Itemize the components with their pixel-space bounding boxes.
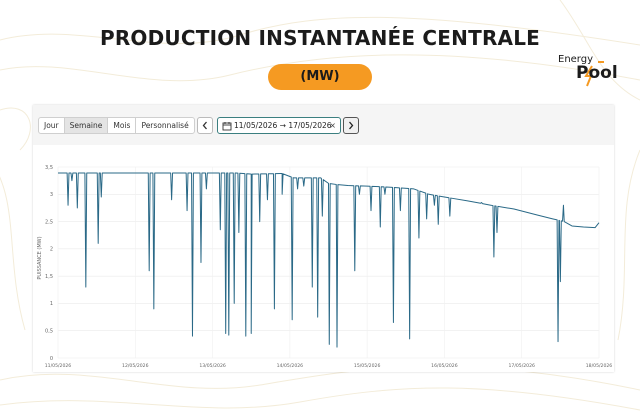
chart-toolbar: Jour Semaine Mois Personnalisé 11/05/202…: [33, 105, 614, 145]
next-period-button[interactable]: [343, 117, 359, 134]
period-day-button[interactable]: Jour: [38, 117, 65, 134]
chevron-right-icon: [349, 121, 354, 130]
y-tick-label: 2: [50, 247, 53, 253]
period-month-button[interactable]: Mois: [107, 117, 137, 134]
close-icon[interactable]: ×: [329, 121, 336, 130]
energypool-logo: Energy Pool: [552, 52, 622, 92]
date-end: 17/05/2026: [288, 121, 332, 130]
y-tick-label: 0: [50, 356, 53, 362]
period-week-button[interactable]: Semaine: [63, 117, 109, 134]
date-start: 11/05/2026: [234, 121, 278, 130]
logo-mark-icon: [584, 61, 604, 87]
date-range-text: 11/05/2026 → 17/05/2026: [234, 118, 332, 133]
x-tick-label: 17/05/2026: [508, 363, 535, 369]
previous-period-button[interactable]: [197, 117, 213, 134]
unit-badge: (MW): [268, 64, 372, 90]
period-custom-button[interactable]: Personnalisé: [135, 117, 195, 134]
period-selector: Jour Semaine Mois Personnalisé: [38, 117, 195, 134]
y-axis-ticks: 0 0,5 1 1,5 2 2,5 3 3,5: [45, 165, 53, 362]
x-tick-label: 16/05/2026: [431, 363, 458, 369]
calendar-icon: [222, 122, 232, 131]
logo-text-top: Energy: [558, 54, 594, 65]
x-tick-label: 14/05/2026: [277, 363, 304, 369]
chart-panel: Jour Semaine Mois Personnalisé 11/05/202…: [33, 105, 614, 372]
production-series-line: [58, 172, 600, 348]
x-tick-label: 15/05/2026: [354, 363, 381, 369]
page-title: PRODUCTION INSTANTANÉE CENTRALE: [99, 26, 541, 50]
y-tick-label: 0,5: [45, 329, 53, 335]
logo-text-bottom: Pool: [576, 63, 618, 83]
production-line-chart: 0 0,5 1 1,5 2 2,5 3 3,5 11/05/2026 12/05/2026 13/…: [37, 165, 613, 369]
y-tick-label: 2,5: [45, 219, 53, 225]
x-tick-label: 12/05/2026: [122, 363, 149, 369]
y-tick-label: 1,5: [45, 274, 53, 280]
y-tick-label: 1: [50, 301, 53, 307]
y-axis-label: PUISSANCE (MW): [37, 236, 43, 279]
date-range-field[interactable]: 11/05/2026 → 17/05/2026 ×: [217, 117, 341, 134]
x-axis-ticks: 11/05/2026 12/05/2026 13/05/2026 14/05/2026…: [45, 363, 613, 369]
x-tick-label: 18/05/2026: [586, 363, 613, 369]
x-tick-label: 13/05/2026: [199, 363, 226, 369]
x-tick-label: 11/05/2026: [45, 363, 72, 369]
y-tick-label: 3,5: [45, 165, 53, 171]
chevron-left-icon: [202, 121, 207, 130]
date-arrow: →: [279, 121, 286, 130]
y-tick-label: 3: [50, 192, 53, 198]
